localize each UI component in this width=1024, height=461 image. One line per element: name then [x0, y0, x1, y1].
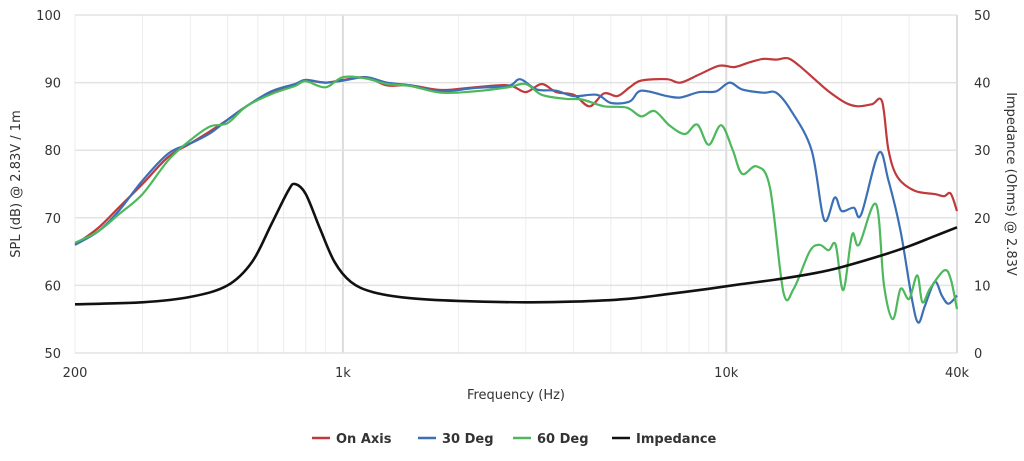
- y2-tick-label: 0: [974, 347, 982, 362]
- series-line-impedance: [74, 182, 958, 306]
- x-tick-label: 40k: [945, 366, 970, 381]
- y2-tick-label: 40: [974, 77, 991, 92]
- y-tick-label: 80: [44, 144, 61, 159]
- series-line-60-deg: [74, 75, 959, 321]
- series-line-30-deg: [74, 76, 958, 324]
- legend-label: 30 Deg: [442, 432, 494, 447]
- x-axis-label: Frequency (Hz): [467, 388, 565, 403]
- y-tick-label: 50: [44, 347, 61, 362]
- legend-item-impedance[interactable]: Impedance: [612, 432, 717, 447]
- legend: On Axis 30 Deg 60 Deg Impedance: [312, 432, 717, 447]
- series-lines: [74, 56, 959, 324]
- legend-label: 60 Deg: [537, 432, 589, 447]
- y2-tick-label: 30: [974, 144, 991, 159]
- y-tick-label: 70: [44, 212, 61, 227]
- y2-tick-label: 50: [974, 9, 991, 24]
- y-axis-label: SPL (dB) @ 2.83V / 1m: [9, 110, 24, 257]
- y-tick-label: 60: [44, 279, 61, 294]
- x-tick-label: 10k: [714, 366, 739, 381]
- legend-label: On Axis: [336, 432, 392, 447]
- legend-label: Impedance: [636, 432, 717, 447]
- y-tick-label: 90: [44, 77, 61, 92]
- y-tick-label: 100: [36, 9, 61, 24]
- y2-tick-label: 20: [974, 212, 991, 227]
- legend-item-30-deg[interactable]: 30 Deg: [418, 432, 494, 447]
- x-tick-label: 200: [63, 366, 88, 381]
- y2-tick-label: 10: [974, 279, 991, 294]
- x-tick-label: 1k: [335, 366, 351, 381]
- legend-item-60-deg[interactable]: 60 Deg: [513, 432, 589, 447]
- y2-axis-label: Impedance (Ohms) @ 2.83V: [1003, 92, 1018, 276]
- legend-item-on-axis[interactable]: On Axis: [312, 432, 392, 447]
